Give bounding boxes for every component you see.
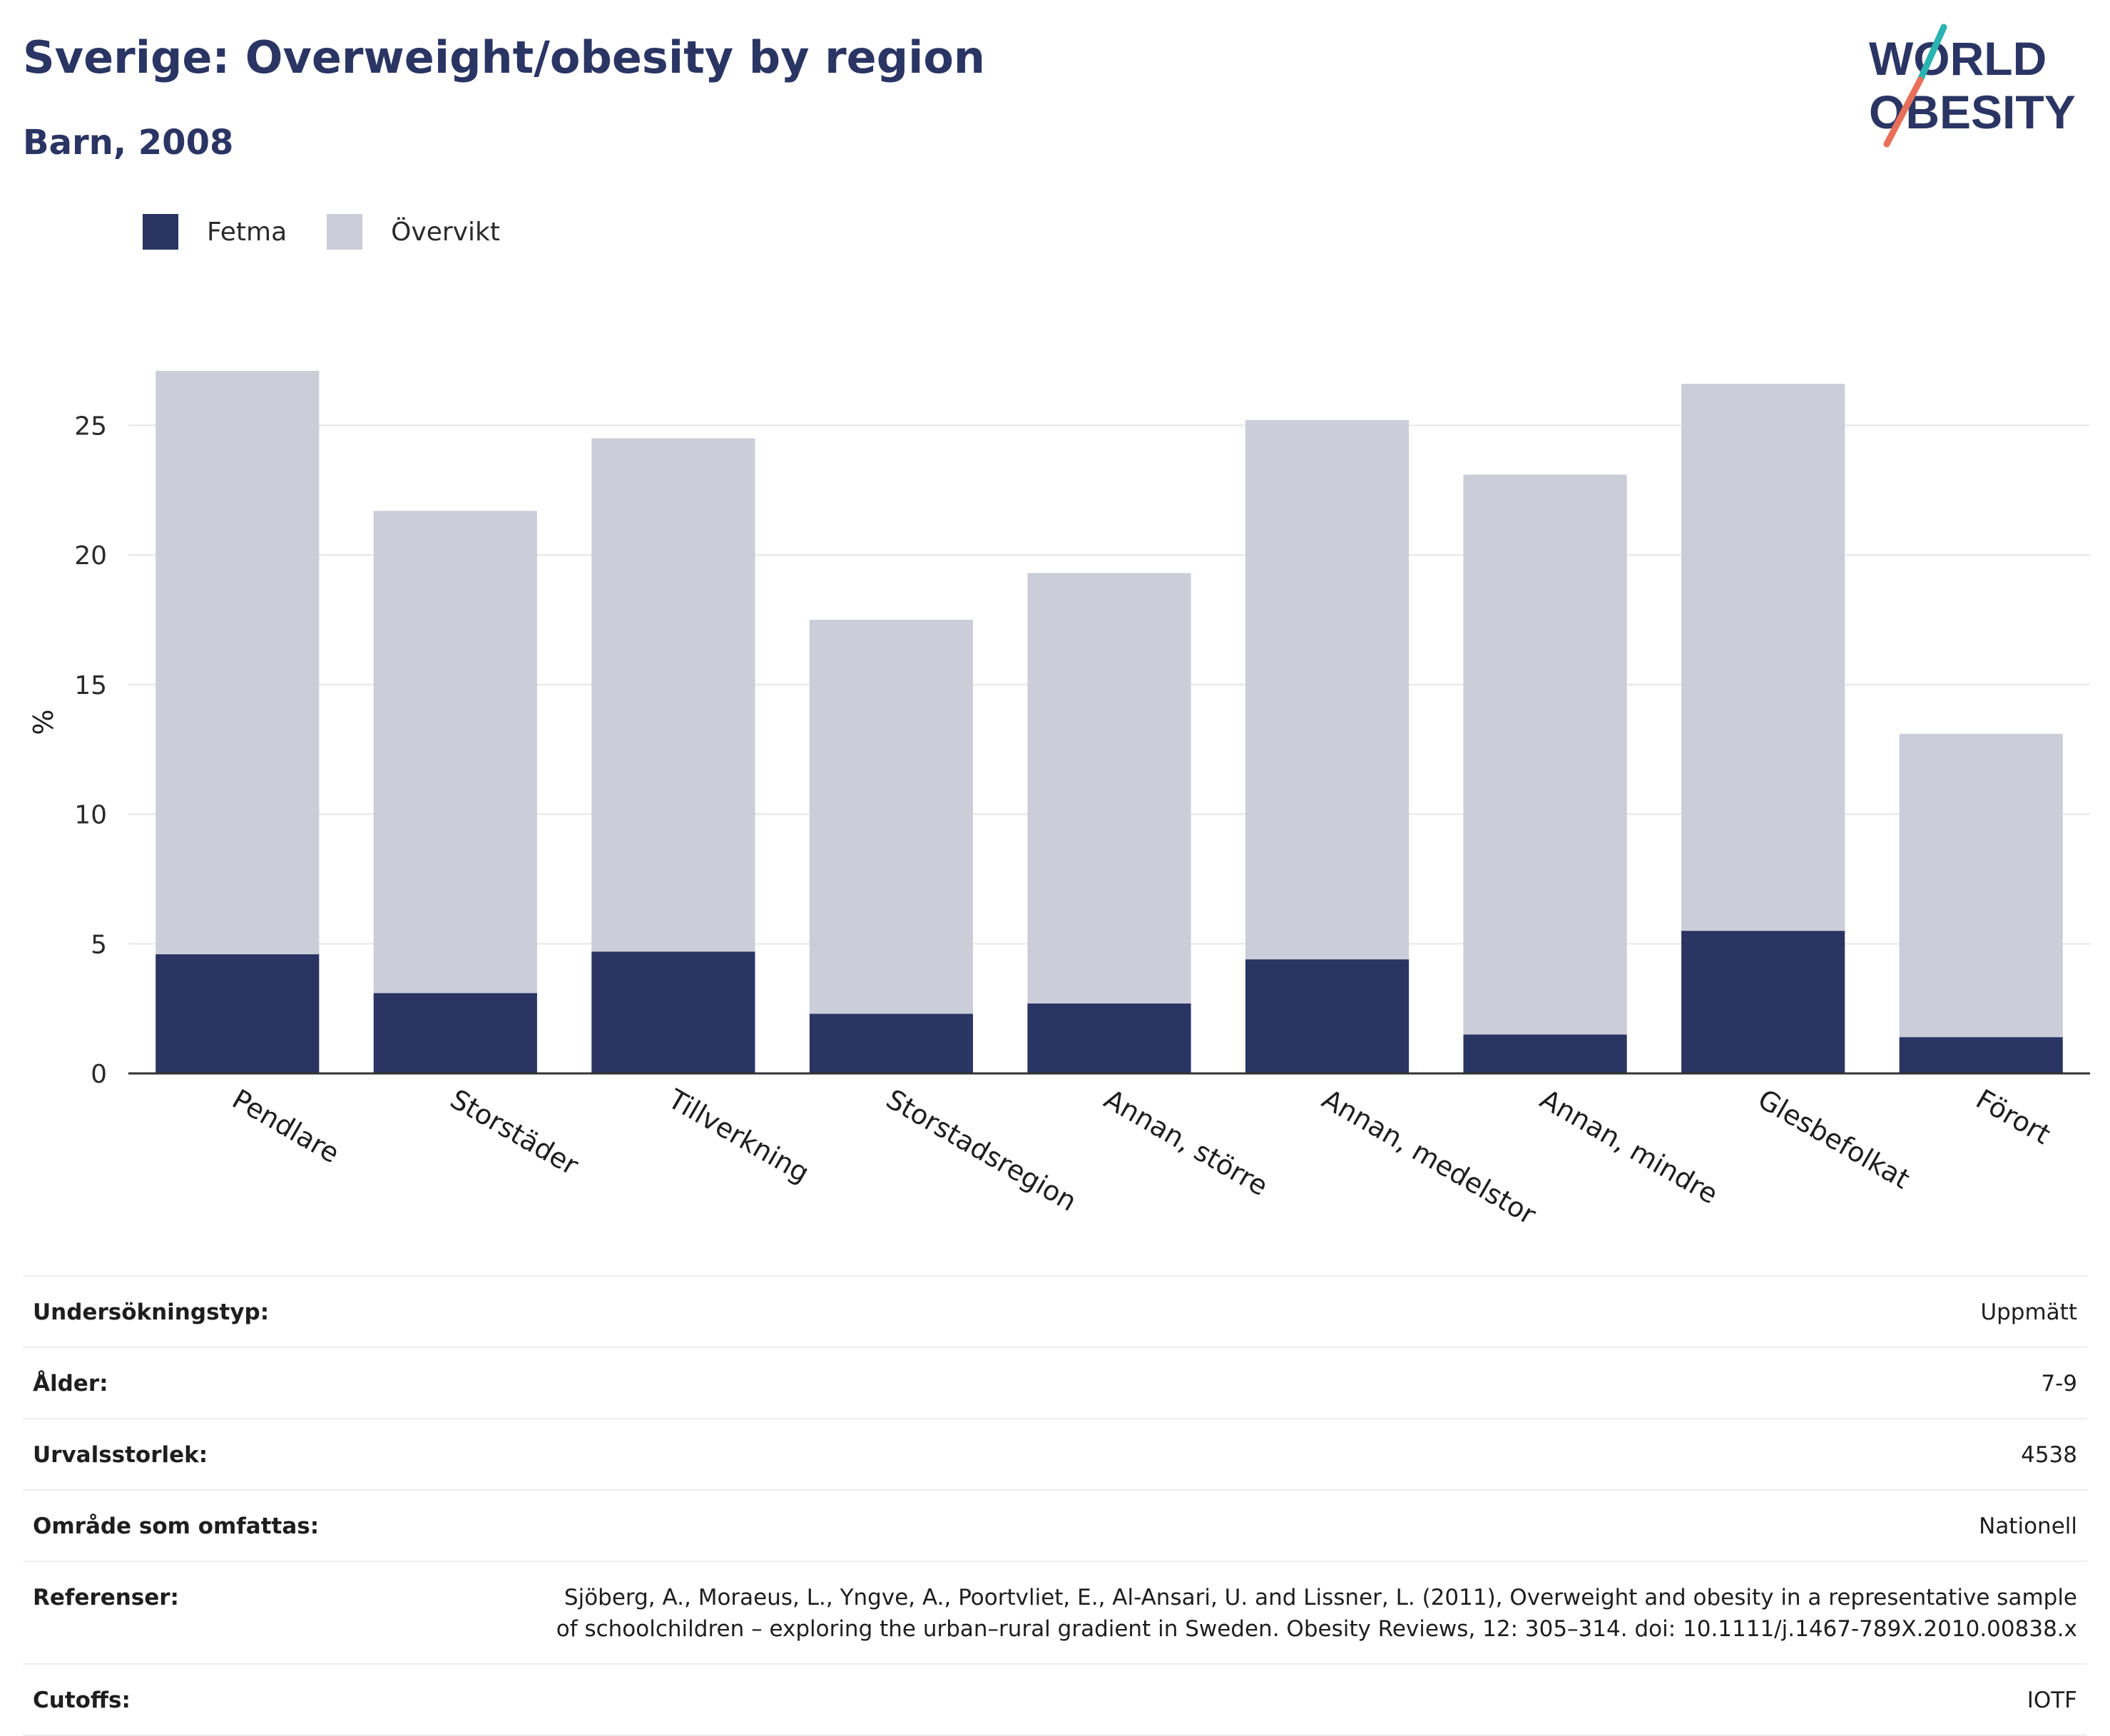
y-tick-label: 10 [74,801,107,830]
meta-value: Nationell [1979,1513,2077,1539]
bar-overvikt[interactable] [1899,733,2063,1038]
meta-label: Område som omfattas: [33,1513,320,1539]
meta-label: Referenser: [33,1585,179,1610]
x-tick-label: Annan, medelstor [1317,1083,1541,1231]
logo-line-1: WORLD [1869,32,2047,85]
x-tick-label: Pendlare [227,1083,345,1170]
bar-fetma[interactable] [156,954,320,1073]
bar-overvikt[interactable] [373,511,537,994]
meta-label: Urvalsstorlek: [33,1442,208,1468]
x-tick-label: Förort [1971,1083,2056,1150]
x-tick-label: Storstadsregion [881,1083,1082,1217]
legend-label-overvikt: Övervikt [391,217,500,247]
bar-overvikt[interactable] [809,619,974,1014]
logo-slash-top [1917,24,1947,83]
bar-fetma[interactable] [1245,959,1410,1073]
y-axis-title: % [28,709,59,735]
meta-row-coverage: Område som omfattas: Nationell [23,1491,2087,1562]
page-subtitle: Barn, 2008 [23,123,234,163]
y-tick-label: 0 [91,1060,107,1089]
meta-row-sample-size: Urvalsstorlek: 4538 [23,1419,2087,1491]
x-tick-label: Annan, större [1099,1083,1273,1202]
meta-value: Uppmätt [1980,1300,2077,1325]
legend-item-fetma[interactable]: Fetma [143,214,287,250]
x-tick-label: Glesbefolkat [1753,1083,1915,1195]
y-tick-label: 20 [74,541,107,571]
bar-fetma[interactable] [809,1013,974,1073]
bar-overvikt[interactable] [156,371,320,954]
page-title: Sverige: Overweight/obesity by region [23,31,986,83]
y-tick-label: 25 [74,412,107,441]
world-obesity-logo: WORLD OBESITY [1869,24,2076,148]
meta-row-references: Referenser: Sjöberg, A., Moraeus, L., Yn… [23,1562,2087,1665]
meta-value: IOTF [2027,1688,2077,1713]
bar-chart: 0 5 10 15 20 25% Pendlare Storstäder Tillverknin… [28,371,2090,1231]
metadata-table: Undersökningstyp: Uppmätt Ålder: 7-9 Urv… [23,1275,2087,1736]
bar-fetma[interactable] [1463,1034,1627,1073]
bar-fetma[interactable] [373,993,537,1073]
meta-label: Ålder: [33,1371,108,1397]
meta-row-survey-type: Undersökningstyp: Uppmätt [23,1277,2087,1348]
legend-swatch-fetma [143,214,178,250]
bar-fetma[interactable] [1681,931,1845,1073]
y-tick-label: 5 [91,930,107,959]
bar-overvikt[interactable] [1463,474,1627,1035]
legend-label-fetma: Fetma [207,217,287,247]
meta-value: 4538 [2021,1442,2077,1468]
chart-legend: Fetma Övervikt [143,214,540,250]
x-tick-label: Annan, mindre [1535,1083,1723,1210]
meta-row-age: Ålder: 7-9 [23,1348,2087,1419]
x-tick-label: Tillverkning [663,1083,815,1189]
bar-fetma[interactable] [1899,1037,2063,1073]
logo-slash-bottom [1883,76,1924,148]
bar-overvikt[interactable] [1027,573,1191,1004]
x-tick-label: Storstäder [445,1083,584,1182]
legend-item-overvikt[interactable]: Övervikt [327,214,500,250]
meta-value: 7-9 [2041,1371,2077,1397]
meta-label: Cutoffs: [33,1688,131,1713]
meta-row-cutoffs: Cutoffs: IOTF [23,1665,2087,1736]
bar-overvikt[interactable] [1245,420,1410,960]
y-tick-label: 15 [74,671,107,700]
bar-fetma[interactable] [591,951,755,1073]
meta-label: Undersökningstyp: [33,1300,270,1325]
legend-swatch-overvikt [327,214,363,250]
bar-overvikt[interactable] [1681,384,1845,931]
bar-overvikt[interactable] [591,438,755,952]
meta-value-reference[interactable]: Sjöberg, A., Moraeus, L., Yngve, A., Poo… [556,1585,2077,1642]
bar-fetma[interactable] [1027,1003,1191,1073]
